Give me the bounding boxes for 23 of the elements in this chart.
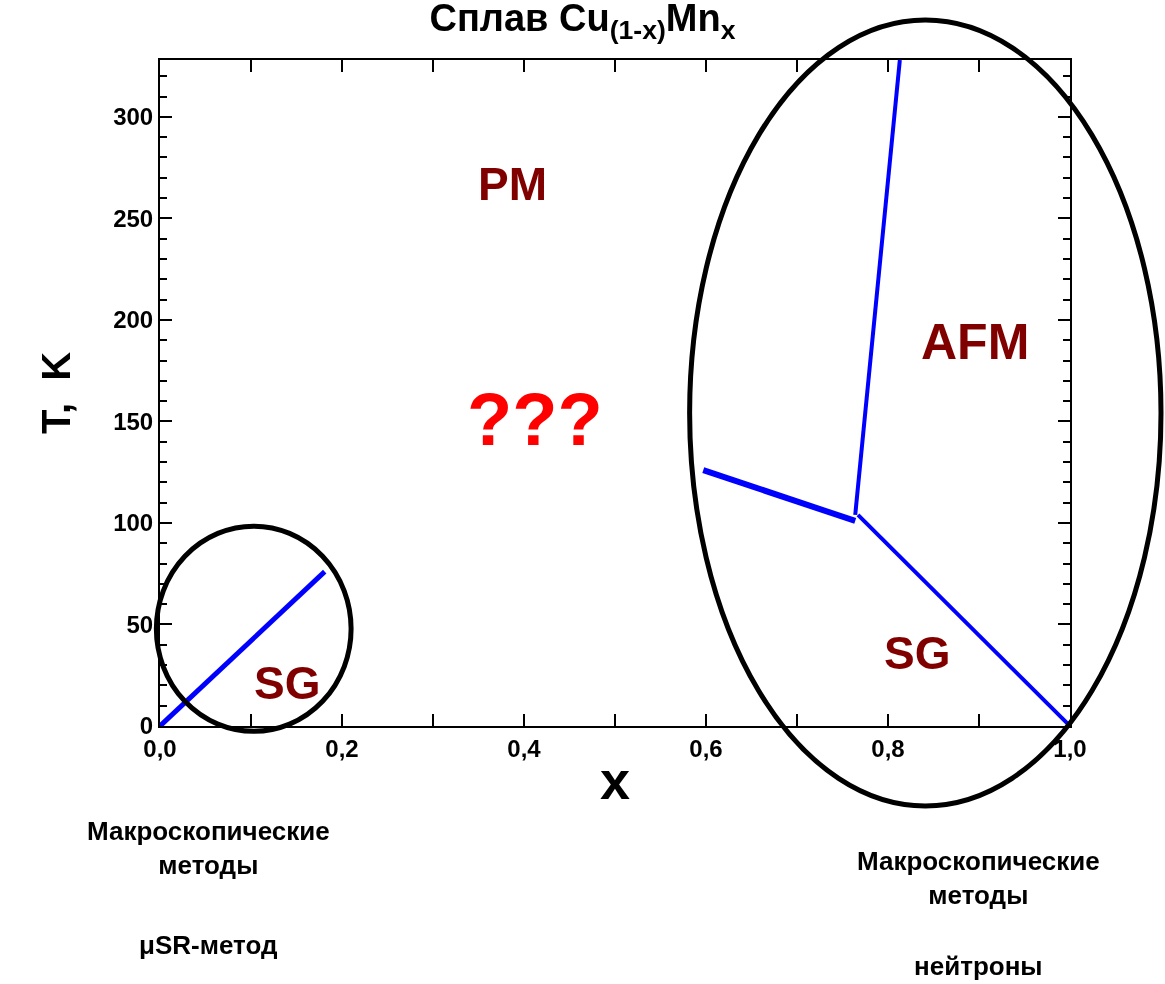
text: нейтроны [914, 951, 1043, 981]
annotation: SG [254, 657, 321, 709]
chart-title: Сплав Cu$_{(1-x)}$Mn$_{x}$ [429, 0, 736, 45]
y-axis-title: T, K [34, 351, 79, 435]
x-tick-label: 0,4 [507, 734, 542, 762]
y-tick-label: 50 [126, 610, 154, 638]
text: Макроскопические методы [857, 846, 1100, 910]
annotation: PM [478, 158, 547, 210]
x-tick-label: 1,0 [1053, 734, 1087, 762]
text: μSR-метод [139, 930, 278, 960]
y-tick-label: 250 [113, 204, 154, 232]
y-tick-label: 150 [113, 407, 154, 435]
x-axis-title: x [599, 749, 631, 810]
annotation: SG [884, 627, 951, 679]
y-tick-label: 300 [113, 103, 154, 131]
text: Макроскопические методы [87, 816, 330, 880]
annotation: AFM [921, 314, 1030, 370]
y-tick-label: 100 [113, 509, 154, 537]
y-tick-label: 200 [113, 306, 154, 334]
x-tick-label: 0,6 [689, 734, 723, 762]
x-tick-label: 0,8 [871, 734, 905, 762]
annotation: ??? [467, 378, 603, 461]
x-tick-label: 0,2 [325, 734, 359, 762]
